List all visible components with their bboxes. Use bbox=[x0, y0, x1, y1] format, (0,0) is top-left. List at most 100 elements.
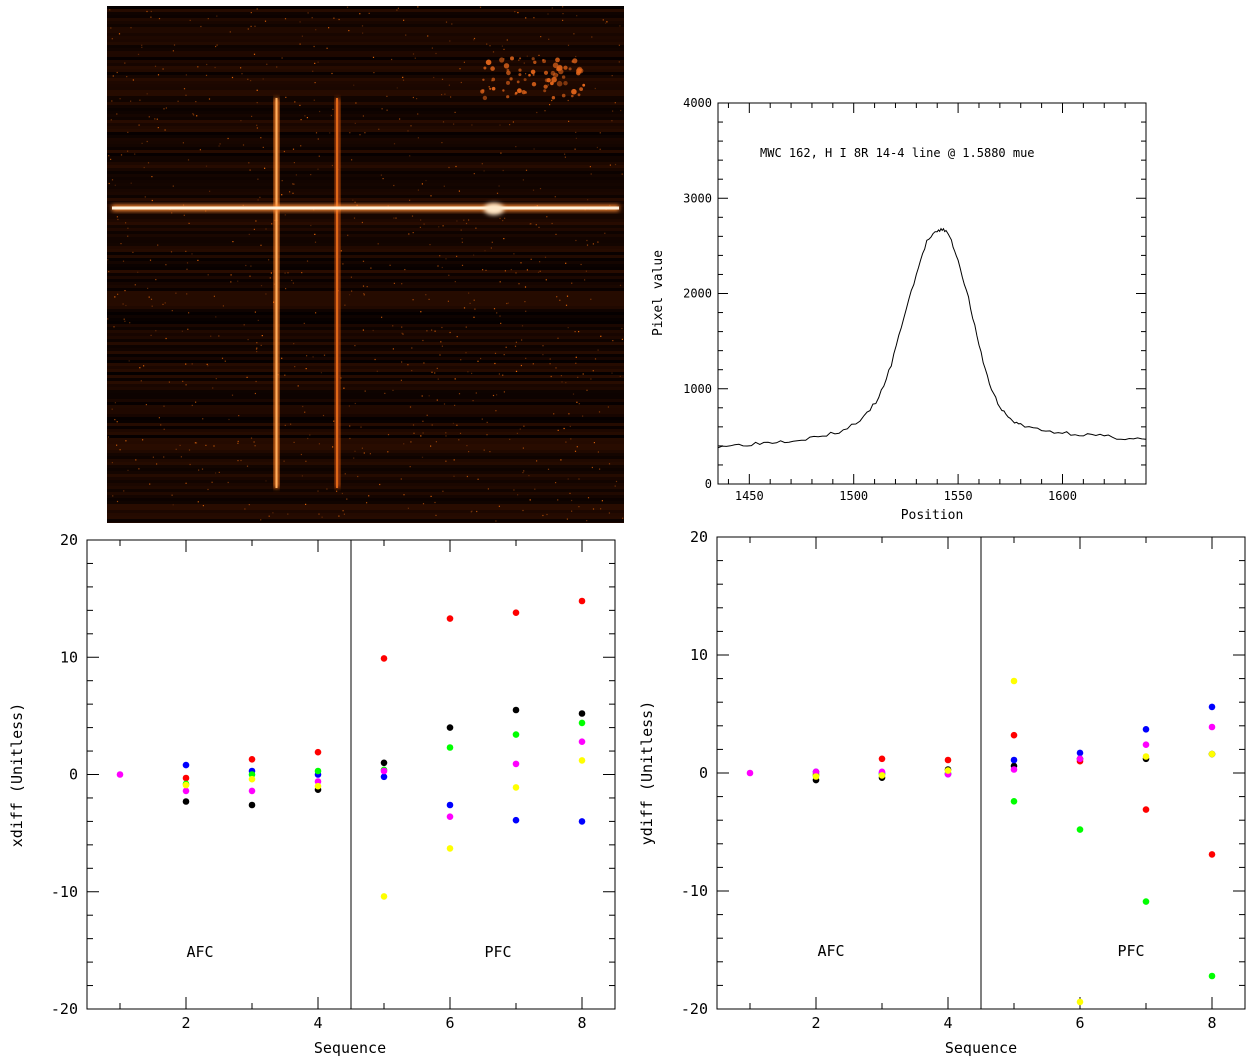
noise-dot bbox=[211, 481, 213, 483]
noise-dot bbox=[347, 234, 349, 236]
noise-dot bbox=[587, 497, 590, 499]
patch-dot bbox=[556, 80, 563, 87]
noise-dot bbox=[597, 241, 599, 243]
noise-row bbox=[107, 384, 624, 387]
noise-row bbox=[107, 369, 624, 372]
noise-dot bbox=[250, 80, 252, 82]
noise-dot bbox=[333, 17, 335, 19]
noise-dot bbox=[255, 348, 258, 350]
noise-dot bbox=[609, 164, 611, 166]
noise-dot bbox=[402, 79, 405, 81]
noise-dot bbox=[163, 405, 165, 407]
noise-dot bbox=[259, 196, 261, 198]
ydiff-point bbox=[1076, 755, 1084, 763]
noise-dot bbox=[600, 508, 602, 510]
noise-dot bbox=[195, 101, 197, 103]
noise-dot bbox=[218, 145, 220, 147]
noise-dot bbox=[272, 512, 274, 514]
noise-dot bbox=[253, 228, 255, 230]
noise-dot bbox=[195, 401, 197, 403]
noise-dot bbox=[253, 441, 255, 443]
noise-dot bbox=[148, 116, 150, 118]
noise-dot bbox=[284, 18, 287, 20]
noise-dot bbox=[344, 473, 346, 475]
noise-dot bbox=[130, 100, 132, 102]
noise-dot bbox=[448, 166, 450, 169]
noise-dot bbox=[587, 199, 589, 201]
noise-dot bbox=[480, 357, 482, 360]
noise-row bbox=[107, 381, 624, 384]
noise-dot bbox=[256, 351, 258, 353]
noise-row bbox=[107, 414, 624, 417]
noise-dot bbox=[465, 222, 468, 225]
noise-dot bbox=[118, 33, 121, 35]
patch-dot bbox=[550, 81, 554, 86]
noise-row bbox=[107, 246, 624, 249]
noise-dot bbox=[534, 488, 536, 490]
noise-dot bbox=[363, 294, 365, 296]
noise-dot bbox=[260, 137, 262, 139]
noise-dot bbox=[244, 508, 246, 510]
noise-dot bbox=[403, 19, 405, 21]
noise-dot bbox=[237, 440, 239, 442]
noise-dot bbox=[179, 444, 181, 446]
noise-dot bbox=[127, 150, 129, 152]
noise-dot bbox=[520, 364, 522, 367]
noise-dot bbox=[163, 428, 165, 430]
patch-dot bbox=[482, 95, 488, 101]
noise-dot bbox=[354, 122, 356, 124]
noise-dot bbox=[361, 447, 363, 449]
noise-dot bbox=[523, 62, 525, 64]
profile-y-tick-label: 3000 bbox=[683, 191, 712, 205]
noise-dot bbox=[243, 324, 245, 326]
noise-dot bbox=[502, 220, 504, 222]
noise-dot bbox=[559, 299, 561, 301]
noise-dot bbox=[125, 440, 127, 442]
noise-dot bbox=[410, 125, 412, 127]
noise-dot bbox=[439, 354, 441, 356]
noise-dot bbox=[578, 331, 580, 333]
ydiff-point bbox=[1010, 756, 1018, 764]
noise-dot bbox=[317, 138, 319, 140]
noise-dot bbox=[473, 39, 475, 41]
noise-row bbox=[107, 489, 624, 492]
noise-dot bbox=[496, 394, 498, 396]
noise-dot bbox=[486, 43, 488, 45]
noise-dot bbox=[434, 501, 436, 504]
noise-dot bbox=[431, 47, 433, 49]
noise-row bbox=[107, 90, 624, 93]
patch-dot bbox=[528, 73, 531, 77]
noise-dot bbox=[466, 475, 468, 478]
noise-dot bbox=[353, 457, 355, 459]
noise-row bbox=[107, 222, 624, 225]
ydiff-point bbox=[812, 773, 820, 780]
noise-dot bbox=[448, 274, 450, 276]
xdiff-point bbox=[446, 615, 454, 622]
noise-dot bbox=[257, 319, 259, 321]
ydiff-point bbox=[1010, 766, 1018, 773]
noise-dot bbox=[473, 299, 475, 301]
noise-dot bbox=[393, 217, 395, 219]
noise-dot bbox=[621, 327, 623, 330]
noise-dot bbox=[362, 115, 364, 117]
noise-dot bbox=[164, 129, 166, 131]
noise-dot bbox=[447, 300, 449, 302]
noise-dot bbox=[618, 61, 620, 63]
noise-dot bbox=[185, 74, 187, 76]
noise-dot bbox=[611, 120, 613, 122]
noise-dot bbox=[493, 308, 496, 310]
noise-dot bbox=[264, 167, 266, 169]
noise-dot bbox=[127, 469, 129, 471]
noise-dot bbox=[567, 44, 570, 46]
xdiff-point bbox=[446, 801, 454, 809]
noise-dot bbox=[517, 494, 519, 496]
noise-dot bbox=[147, 287, 149, 289]
noise-dot bbox=[114, 184, 116, 186]
patch-dot bbox=[481, 89, 485, 92]
xdiff-point bbox=[578, 738, 586, 745]
noise-dot bbox=[619, 25, 621, 27]
noise-dot bbox=[132, 251, 134, 253]
noise-dot bbox=[477, 360, 479, 362]
xdiff-point bbox=[314, 748, 322, 756]
noise-dot bbox=[138, 468, 140, 470]
